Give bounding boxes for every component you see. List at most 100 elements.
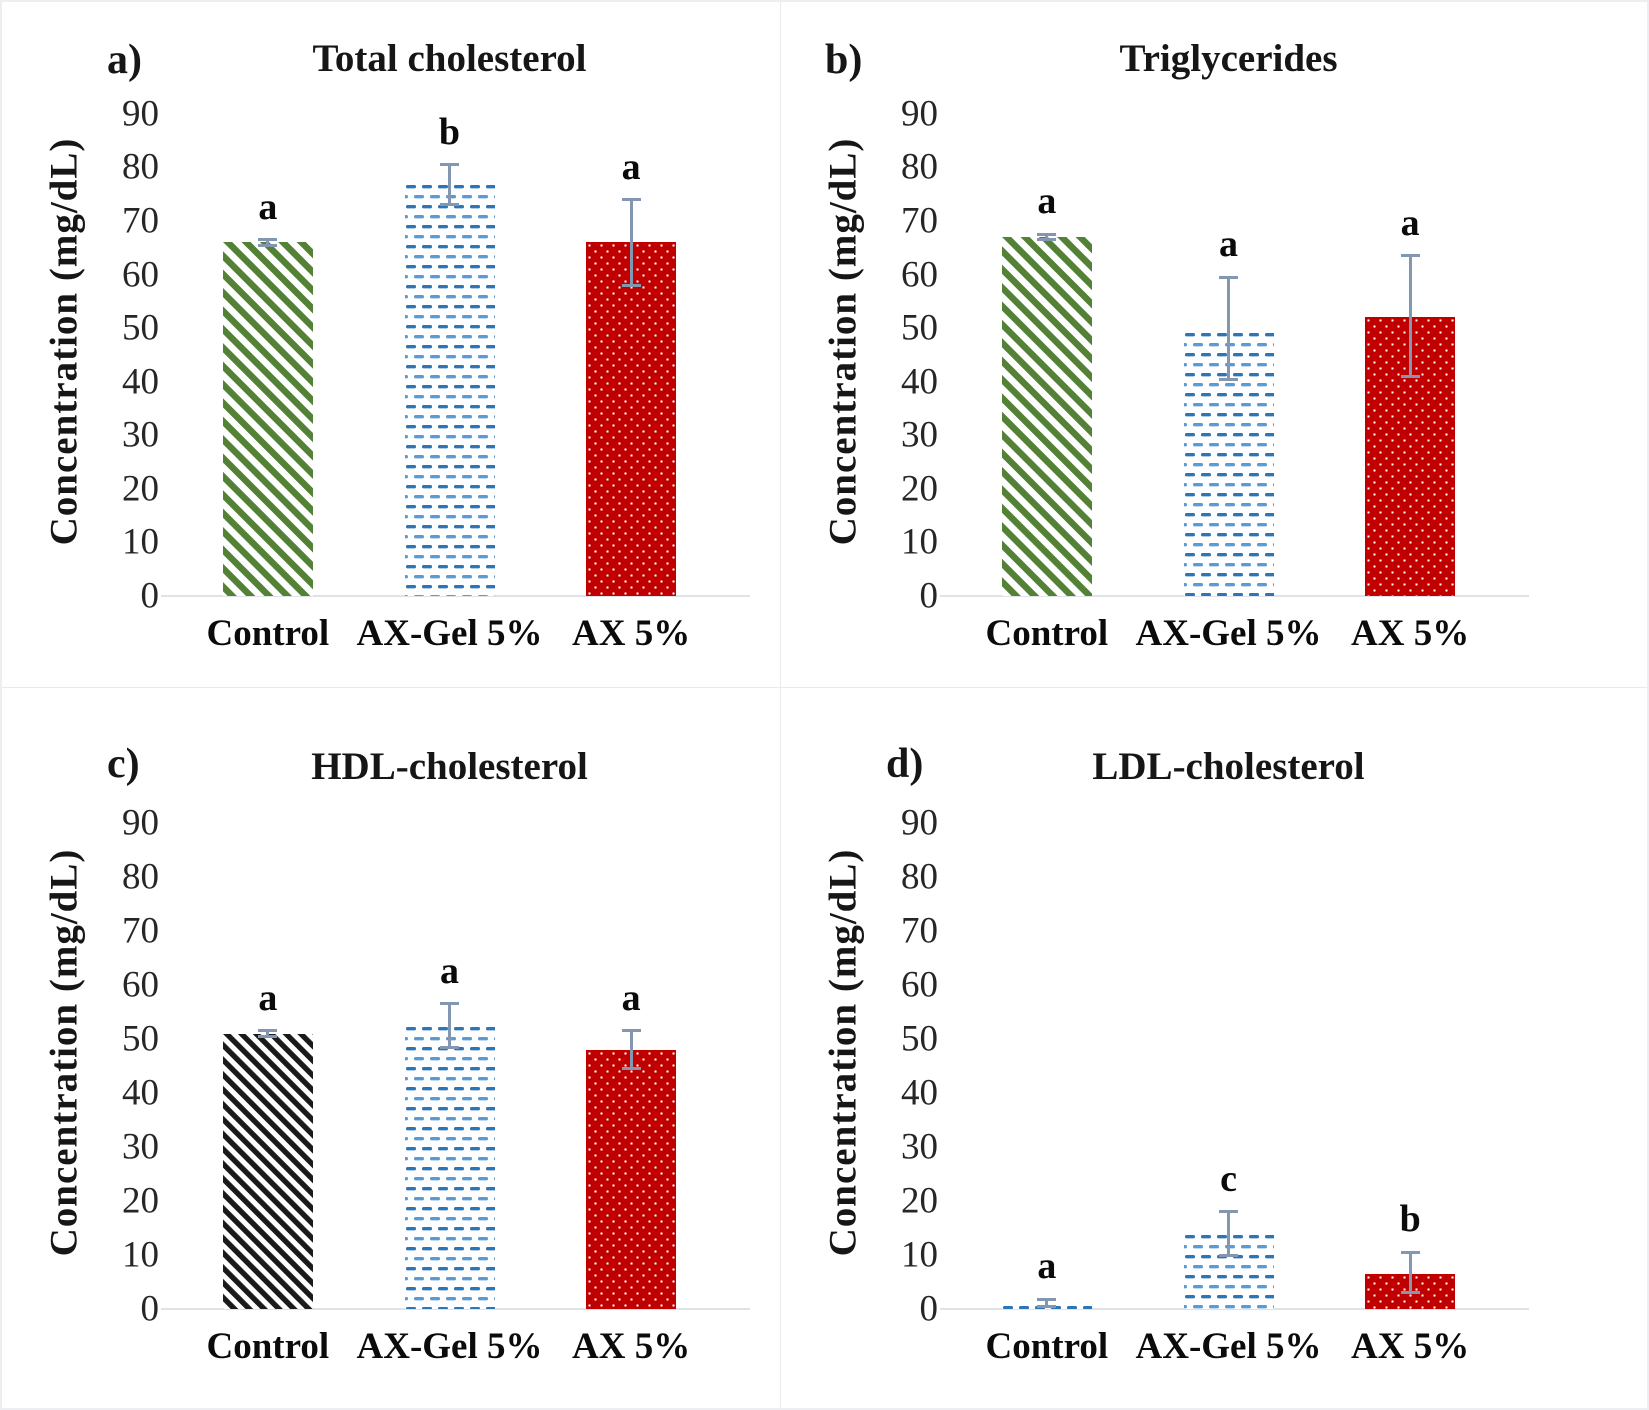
y-tick-label: 60: [901, 964, 938, 1006]
panel-letter-d: d): [886, 741, 924, 787]
error-bar-line: [1045, 234, 1049, 240]
y-tick-label: 40: [122, 1072, 159, 1114]
error-bar-bottom-cap: [258, 1034, 278, 1038]
error-bar-bottom-cap: [440, 1045, 459, 1049]
y-tick-label: 20: [122, 1180, 159, 1222]
y-tick-label: 90: [901, 802, 938, 844]
significance-letter: b: [1399, 1198, 1421, 1241]
y-tick-label: 80: [901, 146, 938, 188]
error-bar-line: [1408, 255, 1412, 377]
error-bar-bottom-cap: [1037, 238, 1057, 242]
error-bar-bottom-cap: [1037, 1304, 1057, 1308]
error-bar-line: [629, 1030, 633, 1069]
y-axis-label-wrap: Concentration (mg/dL): [8, 87, 120, 596]
x-axis-baseline: [161, 595, 750, 597]
y-axis-label-wrap: Concentration (mg/dL): [8, 796, 120, 1309]
error-bar-bottom-cap: [1400, 1291, 1420, 1295]
y-axis-label: Concentration (mg/dL): [821, 848, 865, 1257]
significance-letter: a: [1400, 201, 1420, 244]
panel-a-total-cholesterol: a) Total cholesterol Concentration (mg/d…: [2, 2, 781, 688]
error-bar-line: [1227, 1211, 1230, 1255]
significance-letter: a: [621, 145, 641, 188]
bar-control: [222, 242, 313, 596]
x-category-label-control: Control: [206, 613, 330, 654]
y-tick-label: 70: [901, 200, 938, 242]
panel-title: HDL-cholesterol: [311, 745, 588, 788]
y-tick-label: 60: [901, 254, 938, 296]
error-bar-bottom-cap: [1219, 377, 1238, 381]
x-category-label-ax-5: AX 5%: [572, 613, 691, 654]
y-tick-label: 80: [122, 856, 159, 898]
y-tick-label: 40: [901, 1072, 938, 1114]
error-bar-bottom-cap: [258, 243, 278, 247]
y-tick-label: 0: [919, 575, 939, 617]
panel-title: Triglycerides: [1119, 37, 1338, 80]
bar-control: [1001, 237, 1092, 596]
y-tick-label: 70: [122, 200, 159, 242]
y-tick-label: 70: [122, 910, 159, 952]
x-axis-baseline: [940, 595, 1529, 597]
error-bar-line: [629, 199, 633, 286]
error-bar-line: [266, 239, 270, 246]
x-axis-baseline: [940, 1308, 1529, 1310]
panel-title: LDL-cholesterol: [1092, 745, 1365, 788]
plot-area: 0 10 20 30 40 50 60 70 80 90 a Control a AX-Gel 5% a AX…: [901, 87, 1529, 654]
x-category-label-control: Control: [985, 1326, 1109, 1367]
significance-letter: a: [258, 976, 278, 1019]
y-tick-label: 40: [901, 361, 938, 403]
y-tick-label: 10: [122, 521, 159, 563]
significance-letter: a: [1037, 1245, 1057, 1288]
significance-letter: c: [1220, 1157, 1237, 1200]
y-tick-label: 60: [122, 254, 159, 296]
y-tick-label: 90: [122, 802, 159, 844]
panel-title: Total cholesterol: [312, 37, 587, 80]
bar-control: [222, 1034, 313, 1309]
error-bar-top-cap: [1037, 1297, 1057, 1301]
y-tick-label: 0: [140, 575, 160, 617]
y-tick-label: 10: [122, 1234, 159, 1276]
error-bar-top-cap: [258, 238, 278, 242]
error-bar-top-cap: [1400, 1250, 1420, 1254]
y-tick-label: 0: [140, 1288, 160, 1330]
y-tick-label: 10: [901, 1234, 938, 1276]
error-bar-top-cap: [440, 163, 459, 167]
error-bar-top-cap: [1400, 254, 1420, 258]
bar-ax-5: [586, 242, 677, 596]
y-tick-label: 20: [901, 468, 938, 510]
x-axis-baseline: [161, 1308, 750, 1310]
significance-letter: a: [1037, 180, 1057, 223]
error-bar-bottom-cap: [621, 1067, 641, 1071]
y-tick-label: 80: [122, 146, 159, 188]
y-tick-label: 30: [901, 1126, 938, 1168]
error-bar-bottom-cap: [440, 203, 459, 207]
error-bar-line: [448, 1003, 451, 1048]
y-tick-label: 80: [901, 856, 938, 898]
bar-ax-gel-5: [404, 1025, 495, 1309]
y-axis-label-wrap: Concentration (mg/dL): [787, 796, 899, 1309]
y-tick-label: 50: [901, 1018, 938, 1060]
panel-letter-c: c): [107, 741, 140, 787]
y-axis-label: Concentration (mg/dL): [42, 848, 86, 1257]
y-tick-label: 30: [122, 414, 159, 456]
bar-ax-5: [586, 1050, 677, 1309]
error-bar-top-cap: [258, 1029, 278, 1033]
y-tick-label: 50: [901, 307, 938, 349]
panel-d-ldl-cholesterol: d) LDL-cholesterol Concentration (mg/dL)…: [781, 688, 1647, 1408]
y-axis-label-wrap: Concentration (mg/dL): [787, 87, 899, 596]
x-category-label-ax-gel-5: AX-Gel 5%: [356, 613, 543, 654]
significance-letter: a: [258, 185, 278, 228]
y-tick-label: 50: [122, 307, 159, 349]
error-bar-bottom-cap: [621, 283, 641, 287]
error-bar-line: [1227, 277, 1230, 380]
panel-c-hdl-cholesterol: c) HDL-cholesterol Concentration (mg/dL)…: [2, 688, 781, 1408]
panel-letter-b: b): [825, 37, 863, 83]
x-category-label-ax-5: AX 5%: [572, 1326, 691, 1367]
x-category-label-ax-5: AX 5%: [1351, 613, 1470, 654]
error-bar-top-cap: [621, 198, 641, 202]
error-bar-top-cap: [1219, 1210, 1238, 1214]
error-bar-top-cap: [1219, 275, 1238, 279]
y-tick-label: 20: [122, 468, 159, 510]
y-axis-label: Concentration (mg/dL): [821, 137, 865, 546]
significance-letter: a: [440, 949, 459, 992]
y-tick-label: 60: [122, 964, 159, 1006]
